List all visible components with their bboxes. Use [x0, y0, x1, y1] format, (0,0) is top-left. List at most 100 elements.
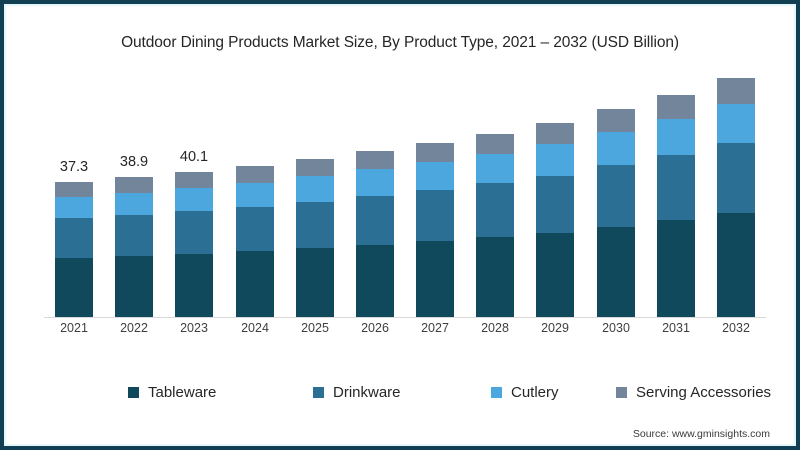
bar-segment[interactable] [115, 192, 153, 215]
bar-segment[interactable] [657, 119, 695, 156]
bar-segment[interactable] [55, 218, 93, 258]
stacked-bar[interactable] [476, 134, 514, 317]
bar-segment[interactable] [597, 226, 635, 317]
bar-segment[interactable] [657, 95, 695, 120]
stacked-bar[interactable]: 38.9 [115, 154, 153, 317]
bar-group [236, 166, 274, 317]
bar-segment[interactable] [717, 78, 755, 104]
bar-value-label: 40.1 [179, 149, 209, 165]
stacked-bar[interactable] [236, 166, 274, 317]
x-axis-tick-2024: 2024 [241, 321, 269, 335]
bar-segment[interactable] [55, 182, 93, 198]
stacked-bar[interactable] [356, 151, 394, 317]
bar-segment[interactable] [296, 248, 334, 317]
bar-segment[interactable] [356, 244, 394, 317]
x-axis-tick-2028: 2028 [481, 321, 509, 335]
bar-segment[interactable] [175, 187, 213, 212]
bar-segment[interactable] [356, 169, 394, 196]
bar-segment[interactable] [356, 195, 394, 245]
bar-segment[interactable] [717, 213, 755, 317]
bar-segment[interactable] [597, 109, 635, 132]
bar-segment[interactable] [536, 175, 574, 233]
bar-group [296, 159, 334, 317]
bar-segment[interactable] [115, 177, 153, 193]
bar-segment[interactable] [55, 257, 93, 317]
bar-segment[interactable] [476, 134, 514, 154]
bar-group: 37.3 [55, 159, 93, 317]
bar-segment[interactable] [416, 241, 454, 317]
bar-group: 40.1 [175, 149, 213, 317]
bar-segment[interactable] [416, 143, 454, 163]
bar-segment[interactable] [597, 165, 635, 227]
stacked-bar[interactable]: 40.1 [175, 149, 213, 317]
x-axis-tick-2029: 2029 [541, 321, 569, 335]
stacked-bar[interactable] [597, 109, 635, 317]
bar-segment[interactable] [115, 255, 153, 317]
x-axis-tick-2030: 2030 [602, 321, 630, 335]
bar-segment[interactable] [115, 214, 153, 256]
bar-segment[interactable] [236, 206, 274, 252]
page-title: Outdoor Dining Products Market Size, By … [121, 34, 679, 51]
x-axis-tick-2026: 2026 [361, 321, 389, 335]
bar-segment[interactable] [476, 183, 514, 238]
bar-segment[interactable] [175, 211, 213, 254]
bar-segment[interactable] [296, 176, 334, 202]
x-axis-tick-2022: 2022 [120, 321, 148, 335]
bar-group [476, 134, 514, 317]
legend-item-tableware[interactable]: Tableware [128, 384, 216, 401]
legend-item-serving-accessories[interactable]: Serving Accessories [616, 384, 771, 401]
legend-label: Tableware [148, 383, 217, 401]
plot-area: 37.3 38.9 40.1 [44, 68, 766, 318]
legend-item-drinkware[interactable]: Drinkware [313, 384, 401, 401]
x-axis-tick-2025: 2025 [301, 321, 329, 335]
stacked-bar[interactable]: 37.3 [55, 159, 93, 317]
x-axis-tick-2021: 2021 [60, 321, 88, 335]
bar-segment[interactable] [536, 123, 574, 145]
bar-segment[interactable] [476, 153, 514, 184]
bar-segment[interactable] [536, 232, 574, 317]
bar-segment[interactable] [416, 162, 454, 191]
bar-segment[interactable] [175, 253, 213, 317]
bar-segment[interactable] [416, 190, 454, 242]
bar-value-label: 38.9 [119, 154, 149, 170]
bar-segment[interactable] [717, 103, 755, 143]
stacked-bar[interactable] [717, 78, 755, 317]
bar-segment[interactable] [356, 151, 394, 170]
stacked-bar[interactable] [296, 159, 334, 317]
bar-segment[interactable] [236, 251, 274, 317]
bar-segment[interactable] [236, 166, 274, 183]
bar-segment[interactable] [657, 155, 695, 221]
bar-group [597, 109, 635, 317]
bar-group [536, 123, 574, 317]
bar-segment[interactable] [657, 220, 695, 317]
stacked-bar[interactable] [536, 123, 574, 317]
bar-value-label: 37.3 [59, 159, 89, 175]
legend-swatch-icon [313, 386, 324, 398]
x-axis-tick-2027: 2027 [421, 321, 449, 335]
bar-segment[interactable] [597, 131, 635, 166]
legend-swatch-icon [616, 386, 627, 398]
x-axis-line [44, 317, 766, 318]
x-axis-tick-labels: 2021 2022 2023 2024 2025 2026 2027 2028 2029 2030… [44, 321, 766, 345]
bar-segment[interactable] [175, 172, 213, 188]
bar-segment[interactable] [236, 182, 274, 207]
bar-segment[interactable] [296, 201, 334, 249]
legend-item-cutlery[interactable]: Cutlery [491, 384, 559, 401]
legend-label: Cutlery [511, 383, 559, 401]
chart-canvas: Outdoor Dining Products Market Size, By … [8, 8, 792, 442]
legend-swatch-icon [491, 386, 502, 398]
bar-segment[interactable] [536, 144, 574, 176]
bar-group [356, 151, 394, 317]
bar-segment[interactable] [55, 197, 93, 219]
bar-segment[interactable] [717, 142, 755, 214]
stacked-bar[interactable] [416, 143, 454, 317]
x-axis-tick-2031: 2031 [662, 321, 690, 335]
bar-segment[interactable] [296, 159, 334, 177]
bar-group [657, 95, 695, 317]
stacked-bar[interactable] [657, 95, 695, 317]
bar-segment[interactable] [476, 237, 514, 317]
source-attribution: Source: www.gminsights.com [632, 428, 770, 440]
bar-group [416, 143, 454, 317]
bar-group: 38.9 [115, 154, 153, 317]
